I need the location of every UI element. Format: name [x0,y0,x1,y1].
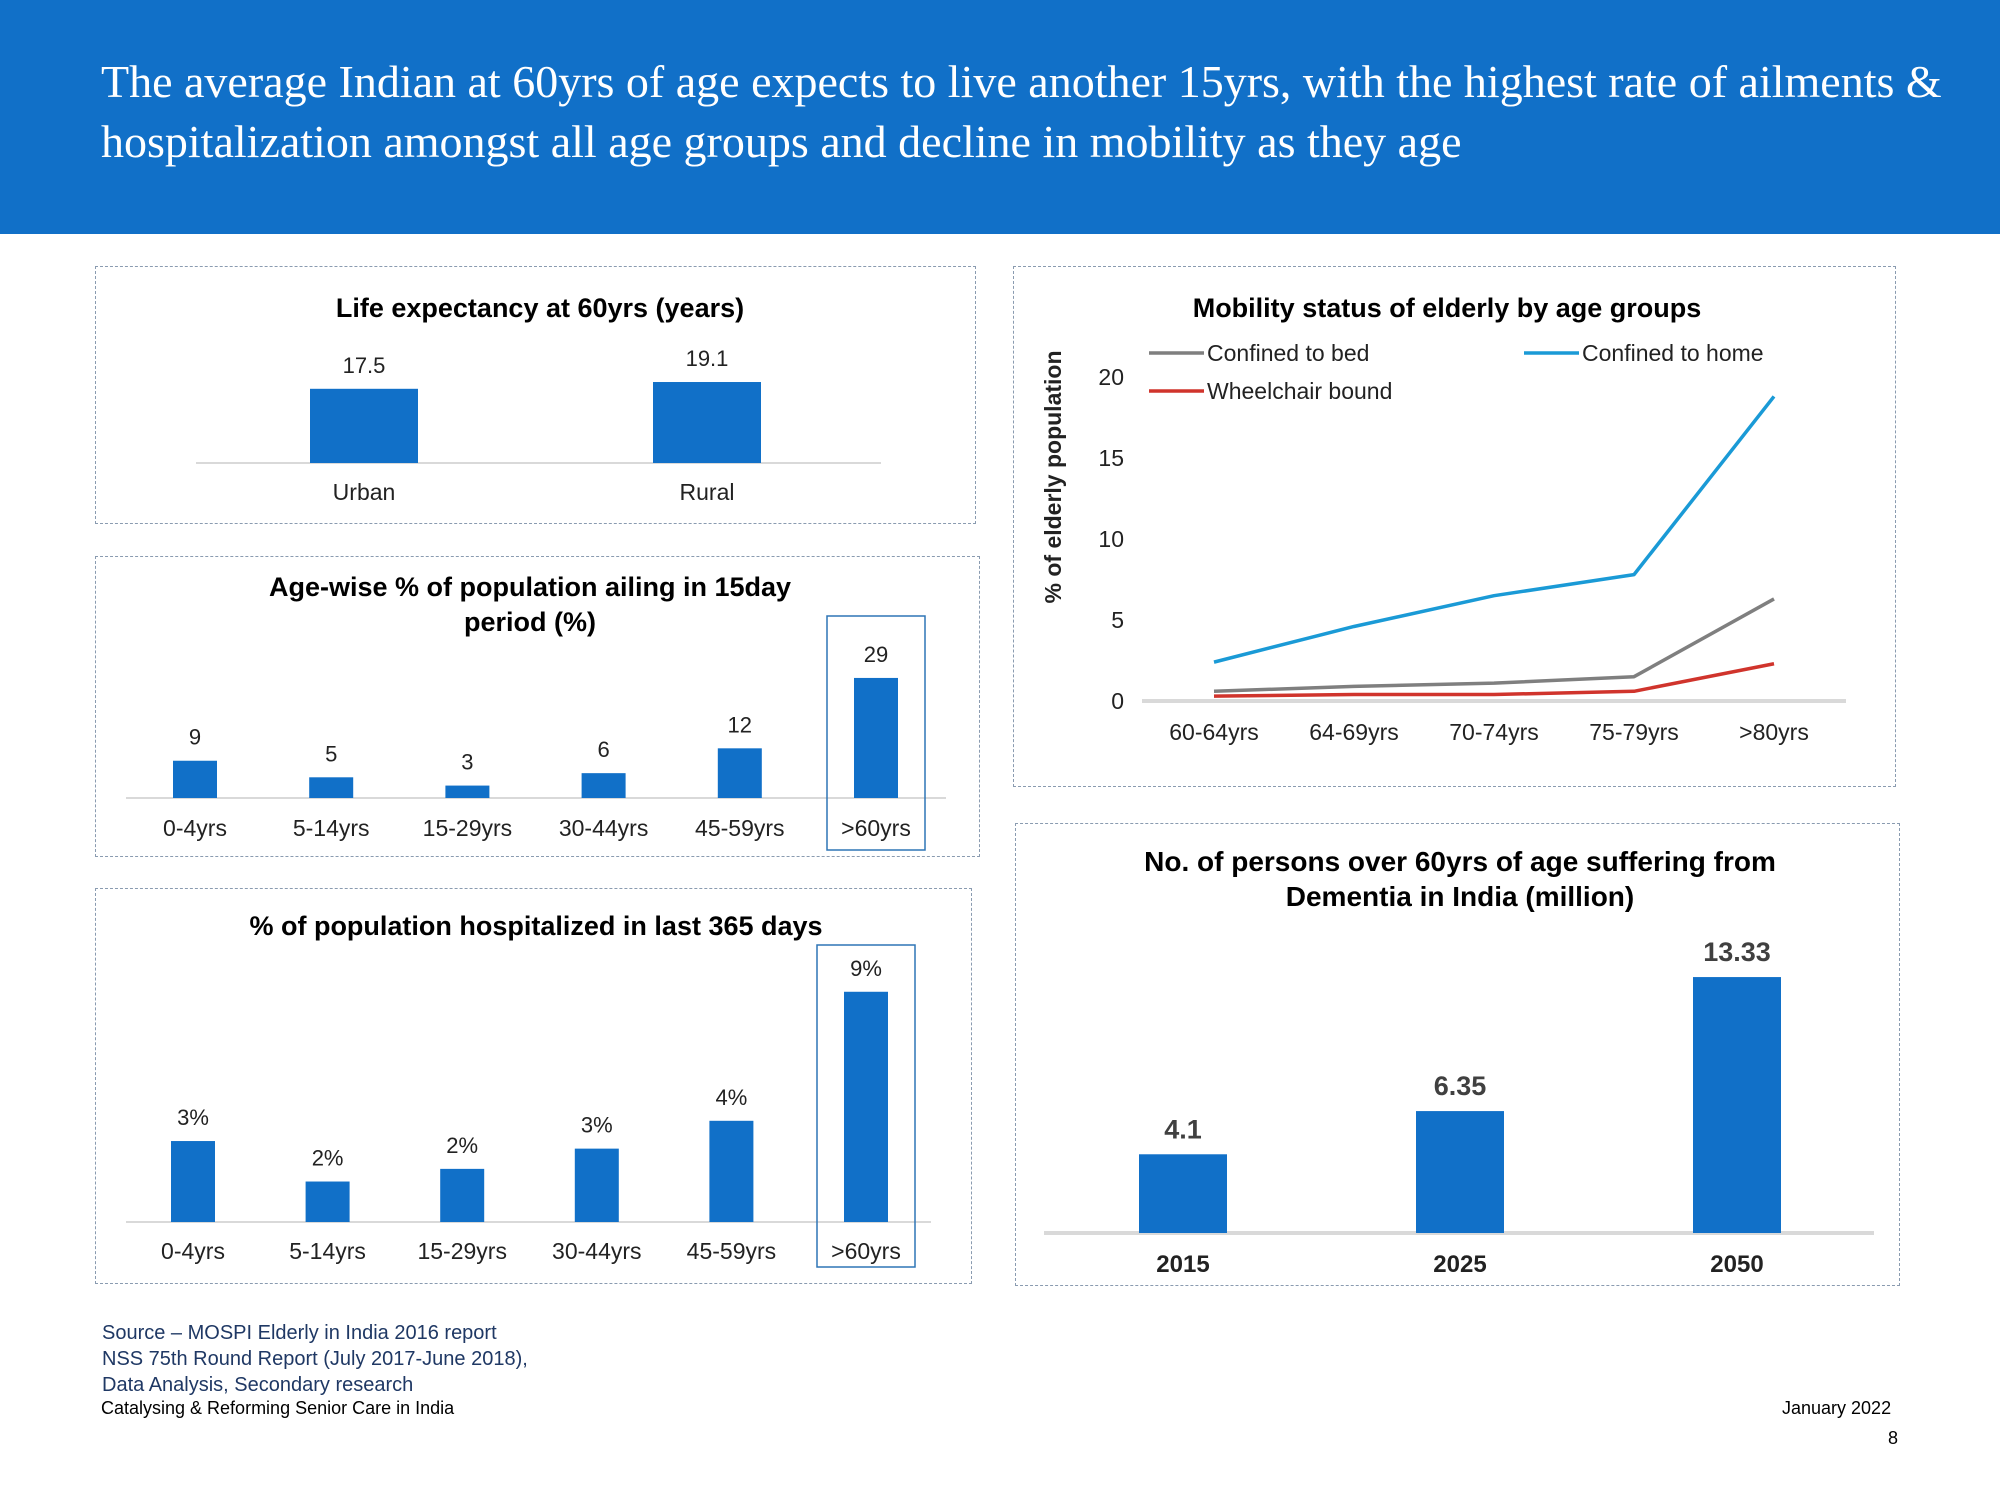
bar [574,1148,619,1222]
chart-title: No. of persons over 60yrs of age sufferi… [1144,846,1776,877]
highlight-box [816,944,916,1268]
x-tick-label: 75-79yrs [1589,719,1678,745]
bar [653,382,761,463]
bar [854,677,898,798]
category-label: 15-29yrs [417,1238,506,1264]
y-axis-label: % of elderly population [1040,350,1066,603]
data-label: 6 [597,737,609,762]
ailing-panel: Age-wise % of population ailing in 15day… [95,556,980,857]
category-label: Rural [680,479,735,505]
mobility-panel: Mobility status of elderly by age groups… [1013,266,1896,787]
data-label: 3 [461,750,473,775]
bar [310,388,418,463]
bar [309,777,354,798]
bar [1693,977,1781,1233]
data-label: 6.35 [1434,1071,1487,1101]
life-expectancy-panel: Life expectancy at 60yrs (years) 17.5 Urba… [95,266,976,524]
hospitalized-chart: % of population hospitalized in last 365… [126,911,931,1268]
org-name: Catalysing & Reforming Senior Care in In… [101,1398,455,1418]
category-label: Urban [333,479,396,505]
series-line [1213,662,1775,698]
chart-title: % of population hospitalized in last 365… [249,911,822,941]
category-label: 2050 [1710,1251,1763,1278]
life-expectancy-chart: Life expectancy at 60yrs (years) 17.5 Urba… [196,293,881,505]
bar [171,1141,215,1222]
mobility-chart: Mobility status of elderly by age groups… [1040,293,1846,745]
data-label: 17.5 [343,353,386,378]
source-line: Source – MOSPI Elderly in India 2016 rep… [102,1322,497,1344]
category-label: 45-59yrs [687,1238,776,1264]
category-label: 2025 [1433,1251,1486,1278]
data-label: 9% [850,956,882,981]
data-label: 3% [581,1113,613,1138]
data-label: 2% [446,1133,478,1158]
bar [305,1181,350,1222]
header-banner: The average Indian at 60yrs of age expec… [0,0,2000,234]
category-label: 2015 [1156,1251,1209,1278]
x-tick-label: 60-64yrs [1169,719,1258,745]
x-tick-label: 64-69yrs [1309,719,1398,745]
ailing-chart: Age-wise % of population ailing in 15day… [126,572,946,851]
bar [445,785,490,798]
category-label: 5-14yrs [289,1238,366,1264]
category-label: 15-29yrs [423,815,512,841]
data-label: 29 [864,642,888,667]
page-title: The average Indian at 60yrs of age expec… [101,56,1942,167]
highlight-box [826,615,926,851]
data-label: 2% [312,1146,344,1171]
data-label: 13.33 [1703,937,1771,967]
bar [717,748,762,798]
y-tick-label: 5 [1111,607,1124,633]
bar [173,760,217,798]
data-label: 5 [325,741,337,766]
chart-title: Life expectancy at 60yrs (years) [336,293,744,323]
category-label: 0-4yrs [163,815,227,841]
bar [581,773,626,798]
chart-title: Dementia in India (million) [1286,881,1634,912]
category-label: 30-44yrs [559,815,648,841]
legend-entry: Confined to bed [1207,340,1369,366]
source-line: NSS 75th Round Report (July 2017-June 20… [102,1348,528,1370]
y-tick-label: 15 [1098,445,1124,471]
dementia-panel: No. of persons over 60yrs of age sufferi… [1015,823,1900,1286]
source-note: Source – MOSPI Elderly in India 2016 rep… [102,1320,528,1398]
data-label: 4.1 [1164,1114,1202,1144]
hospitalized-panel: % of population hospitalized in last 365… [95,888,972,1284]
y-tick-label: 0 [1111,688,1124,714]
series-line [1213,395,1776,664]
legend-entry: Wheelchair bound [1207,378,1392,404]
series-line [1213,597,1775,694]
chart-title: Age-wise % of population ailing in 15day [269,572,791,602]
category-label: 5-14yrs [293,815,370,841]
bar [440,1168,485,1222]
chart-title: period (%) [464,607,596,637]
source-line: Data Analysis, Secondary research [102,1374,414,1396]
category-label: 30-44yrs [552,1238,641,1264]
data-label: 19.1 [686,346,729,371]
x-tick-label: >80yrs [1739,719,1809,745]
bar [844,991,888,1222]
bar [1139,1154,1227,1233]
category-label: >60yrs [831,1238,901,1264]
data-label: 3% [177,1105,209,1130]
footer-date: January 2022 [1782,1398,1892,1418]
category-label: 45-59yrs [695,815,784,841]
y-tick-label: 20 [1098,364,1124,390]
data-label: 12 [728,712,752,737]
page-number: 8 [1888,1428,1899,1448]
category-label: >60yrs [841,815,911,841]
legend-entry: Confined to home [1582,340,1764,366]
bar [1416,1111,1504,1233]
chart-title: Mobility status of elderly by age groups [1193,293,1702,323]
data-label: 4% [716,1085,748,1110]
category-label: 0-4yrs [161,1238,225,1264]
y-tick-label: 10 [1098,526,1124,552]
data-label: 9 [189,725,201,750]
x-tick-label: 70-74yrs [1449,719,1538,745]
bar [709,1120,754,1222]
dementia-chart: No. of persons over 60yrs of age sufferi… [1044,846,1874,1278]
